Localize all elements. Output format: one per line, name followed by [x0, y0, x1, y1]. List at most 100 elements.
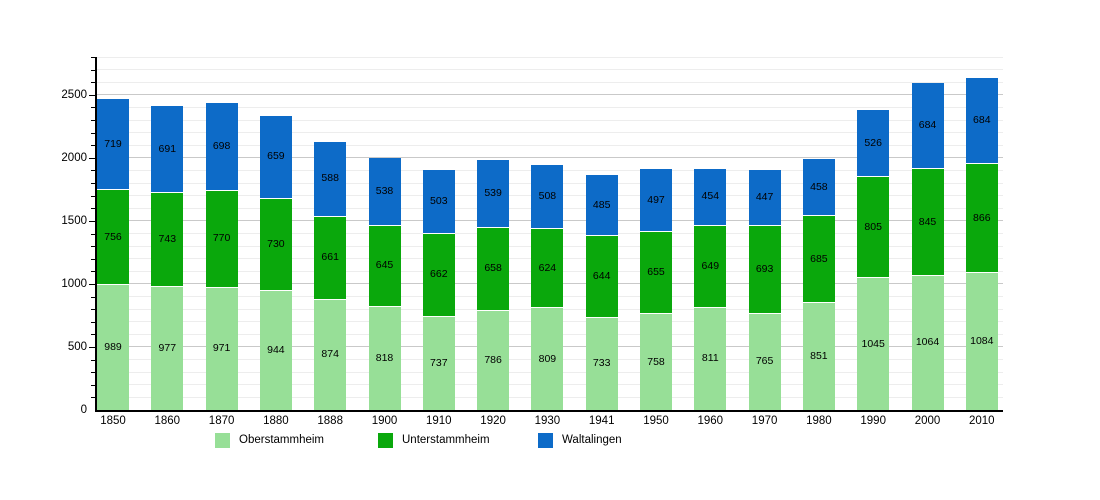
bar-segment-unterstammheim: 770	[205, 190, 238, 288]
bar-1970: 765 693 447	[748, 169, 781, 410]
y-tick-mark	[89, 94, 95, 96]
x-tick-label: 2010	[969, 415, 995, 427]
bar-segment-waltalingen: 497	[640, 169, 672, 232]
bar-segment-oberstammheim: 989	[97, 285, 129, 410]
bar-segment-unterstammheim: 649	[694, 225, 727, 308]
bar-1960: 811 649 454	[694, 168, 727, 410]
bar-segment-unterstammheim: 866	[965, 164, 998, 274]
bar-segment-oberstammheim: 1084	[965, 273, 998, 410]
bar-value-label: 874	[321, 348, 339, 361]
bar-segment-oberstammheim: 809	[531, 308, 564, 410]
bar-value-label: 508	[538, 190, 557, 203]
x-tick-label: 1960	[697, 415, 724, 427]
bar-segment-unterstammheim: 685	[802, 216, 835, 303]
bar-value-label: 809	[538, 352, 557, 365]
legend-swatch	[215, 432, 230, 448]
bar-segment-unterstammheim: 662	[422, 233, 455, 318]
minor-gridline	[97, 69, 1003, 71]
y-tick-mark	[91, 296, 95, 298]
bar-value-label: 458	[810, 180, 828, 193]
bar-value-label: 737	[430, 357, 448, 370]
bar-2010: 1084 866 684	[965, 77, 998, 410]
bar-value-label: 684	[918, 119, 937, 132]
major-gridline	[97, 157, 1003, 159]
y-tick-label: 1000	[61, 277, 87, 290]
bar-value-label: 685	[810, 252, 828, 265]
y-tick-mark	[91, 309, 95, 311]
y-tick-mark	[91, 233, 95, 235]
bar-segment-unterstammheim: 693	[748, 226, 781, 314]
y-tick-label: 2000	[61, 151, 87, 164]
x-tick-label: 1888	[317, 415, 343, 427]
bar-1980: 851 685 458	[802, 158, 835, 410]
bar-value-label: 730	[267, 237, 285, 250]
bar-value-label: 659	[267, 150, 285, 163]
y-tick-mark	[91, 384, 95, 386]
y-tick-mark	[91, 195, 95, 197]
bar-value-label: 805	[864, 220, 882, 233]
bar-value-label: 538	[375, 184, 394, 197]
legend-swatch	[538, 432, 553, 448]
y-tick-label: 500	[67, 340, 87, 353]
bar-1850: 989 756 719	[97, 99, 129, 410]
minor-gridline	[97, 144, 1003, 146]
y-tick-mark	[91, 170, 95, 172]
bar-value-label: 497	[647, 193, 665, 206]
bar-segment-waltalingen: 458	[802, 158, 835, 217]
minor-gridline	[97, 81, 1003, 83]
bar-segment-unterstammheim: 658	[477, 227, 510, 311]
bar-value-label: 1045	[861, 337, 885, 350]
bar-segment-unterstammheim: 805	[857, 176, 890, 279]
y-tick-mark	[91, 372, 95, 374]
bar-segment-oberstammheim: 1064	[911, 275, 944, 410]
bar-segment-waltalingen: 659	[259, 115, 292, 199]
y-tick-mark	[91, 145, 95, 147]
bar-segment-unterstammheim: 756	[97, 190, 129, 286]
legend-label: Unterstammheim	[402, 433, 490, 446]
bar-value-label: 786	[484, 353, 502, 366]
bar-segment-unterstammheim: 661	[314, 216, 347, 300]
legend-item-waltalingen: Waltalingen	[538, 432, 622, 448]
bar-segment-unterstammheim: 845	[911, 169, 944, 276]
legend-label: Waltalingen	[562, 433, 622, 446]
y-tick-mark	[89, 220, 95, 222]
y-tick-mark	[89, 157, 95, 159]
x-tick-label: 1920	[480, 415, 506, 427]
y-tick-mark	[89, 283, 95, 285]
bar-segment-waltalingen: 508	[531, 165, 564, 230]
bar-1888: 874 661 588	[314, 142, 347, 410]
bar-1870: 971 770 698	[205, 102, 238, 410]
minor-gridline	[97, 119, 1003, 121]
bar-segment-waltalingen: 526	[857, 110, 890, 177]
x-tick-label: 1941	[588, 415, 615, 427]
minor-gridline	[97, 56, 1003, 58]
bar-value-label: 503	[430, 194, 448, 207]
bar-segment-oberstammheim: 811	[694, 307, 727, 410]
bar-2000: 1064 845 684	[911, 83, 944, 410]
bar-value-label: 645	[375, 259, 394, 272]
y-tick-mark	[91, 397, 95, 399]
bar-segment-oberstammheim: 818	[368, 306, 401, 410]
bar-1910: 737 662 503	[422, 170, 455, 410]
bar-1880: 944 730 659	[259, 115, 292, 410]
bar-value-label: 851	[810, 349, 828, 362]
bar-segment-unterstammheim: 644	[585, 236, 618, 318]
y-tick-mark	[91, 208, 95, 210]
x-tick-label: 1910	[426, 415, 452, 427]
bar-segment-oberstammheim: 971	[205, 287, 238, 410]
bar-value-label: 989	[104, 341, 122, 354]
bar-segment-oberstammheim: 758	[640, 314, 672, 410]
x-tick-label: 1870	[208, 415, 235, 427]
y-tick-mark	[91, 258, 95, 260]
bar-segment-oberstammheim: 851	[802, 302, 835, 410]
y-tick-mark	[91, 82, 95, 84]
y-tick-mark	[91, 107, 95, 109]
bar-1920: 786 658 539	[477, 160, 510, 410]
bar-segment-waltalingen: 538	[368, 157, 401, 226]
bar-segment-unterstammheim: 730	[259, 198, 292, 291]
bar-segment-waltalingen: 485	[585, 175, 618, 237]
bar-1990: 1045 805 526	[857, 110, 890, 410]
y-tick-mark	[91, 359, 95, 361]
y-tick-mark	[89, 346, 95, 348]
